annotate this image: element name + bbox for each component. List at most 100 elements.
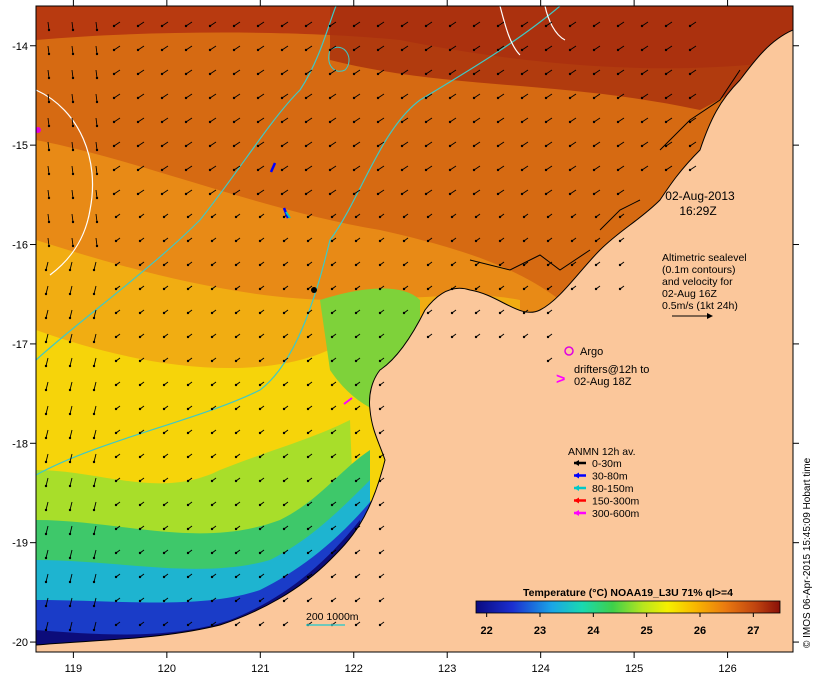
velocity-arrow bbox=[69, 285, 73, 295]
velocity-arrow-head bbox=[376, 144, 380, 148]
velocity-arrow bbox=[45, 621, 49, 631]
argo-legend-icon bbox=[564, 346, 574, 356]
velocity-arrow-head bbox=[258, 287, 262, 291]
velocity-arrow bbox=[593, 117, 601, 123]
velocity-arrow-head bbox=[234, 359, 238, 363]
velocity-arrow bbox=[93, 573, 97, 583]
velocity-arrow-head bbox=[280, 96, 284, 100]
velocity-arrow-head bbox=[92, 484, 96, 488]
velocity-arrow-head bbox=[616, 192, 620, 196]
velocity-arrow bbox=[257, 117, 265, 123]
velocity-arrow bbox=[281, 21, 289, 27]
velocity-arrow bbox=[93, 621, 97, 631]
velocity-arrow-head bbox=[402, 215, 406, 219]
velocity-arrow bbox=[257, 189, 265, 195]
velocity-arrow-head bbox=[44, 268, 48, 272]
velocity-arrow-head bbox=[376, 168, 380, 172]
velocity-arrow-head bbox=[71, 172, 75, 176]
velocity-arrow-head bbox=[330, 335, 334, 339]
velocity-arrow-head bbox=[378, 431, 382, 435]
altimetry-line-4: 02-Aug 16Z bbox=[662, 288, 717, 300]
velocity-arrow bbox=[45, 501, 49, 511]
velocity-arrow-head bbox=[160, 24, 164, 28]
velocity-arrow bbox=[137, 141, 145, 147]
velocity-arrow-head bbox=[160, 168, 164, 172]
velocity-arrow-head bbox=[232, 192, 236, 196]
velocity-arrow-head bbox=[234, 599, 238, 603]
velocity-arrow bbox=[377, 45, 385, 51]
velocity-arrow-head bbox=[306, 335, 310, 339]
velocity-arrow-head bbox=[330, 551, 334, 555]
velocity-arrow-head bbox=[378, 455, 382, 459]
velocity-arrow bbox=[521, 165, 529, 171]
velocity-arrow-head bbox=[256, 96, 260, 100]
velocity-arrow-head bbox=[448, 96, 452, 100]
velocity-arrow-head bbox=[114, 215, 118, 219]
velocity-arrow-head bbox=[354, 479, 358, 483]
isobath-1000m bbox=[36, 6, 337, 361]
velocity-arrow-head bbox=[544, 24, 548, 28]
velocity-arrow-head bbox=[592, 24, 596, 28]
velocity-arrow bbox=[665, 69, 673, 75]
velocity-arrow-head bbox=[688, 72, 692, 76]
velocity-arrow-head bbox=[400, 96, 404, 100]
velocity-arrow bbox=[281, 93, 289, 99]
velocity-arrow-head bbox=[138, 359, 142, 363]
velocity-arrow-head bbox=[186, 383, 190, 387]
velocity-arrow-head bbox=[186, 287, 190, 291]
velocity-arrow-head bbox=[544, 96, 548, 100]
velocity-arrow-head bbox=[664, 24, 668, 28]
velocity-arrow bbox=[617, 45, 625, 51]
velocity-arrow-head bbox=[546, 311, 550, 315]
velocity-arrow-head bbox=[522, 335, 526, 339]
velocity-arrow-head bbox=[592, 72, 596, 76]
velocity-arrow-head bbox=[114, 359, 118, 363]
velocity-arrow-head bbox=[162, 527, 166, 531]
velocity-arrow bbox=[209, 189, 217, 195]
velocity-arrow-head bbox=[402, 287, 406, 291]
velocity-arrow bbox=[233, 69, 241, 75]
velocity-arrow bbox=[93, 381, 97, 391]
velocity-arrow-head bbox=[95, 28, 99, 32]
velocity-arrow-head bbox=[256, 144, 260, 148]
drifter-track bbox=[343, 397, 353, 405]
velocity-arrow-head bbox=[71, 220, 75, 224]
velocity-arrow-head bbox=[256, 168, 260, 172]
velocity-arrow-head bbox=[95, 220, 99, 224]
velocity-arrow bbox=[401, 141, 409, 147]
lon-tick-label: 124 bbox=[531, 663, 549, 675]
velocity-arrow bbox=[45, 453, 49, 463]
velocity-arrow-head bbox=[306, 287, 310, 291]
velocity-arrow-head bbox=[210, 263, 214, 267]
lat-tick-label: -20 bbox=[12, 637, 28, 649]
velocity-arrow-head bbox=[162, 455, 166, 459]
velocity-arrow bbox=[329, 117, 337, 123]
velocity-arrow-head bbox=[280, 120, 284, 124]
velocity-arrow bbox=[71, 237, 74, 247]
velocity-arrow-head bbox=[354, 551, 358, 555]
date-label: 02-Aug-2013 bbox=[665, 189, 735, 203]
velocity-arrow bbox=[641, 165, 649, 171]
velocity-arrow bbox=[47, 141, 50, 151]
velocity-arrow bbox=[209, 69, 217, 75]
velocity-arrow-head bbox=[616, 144, 620, 148]
velocity-arrow bbox=[449, 117, 457, 123]
anmn-legend-arrowhead bbox=[574, 497, 579, 504]
velocity-arrow-head bbox=[92, 628, 96, 632]
argo-legend-label: Argo bbox=[580, 346, 603, 358]
velocity-arrow-head bbox=[68, 556, 72, 560]
velocity-arrow bbox=[593, 45, 601, 51]
velocity-arrow-head bbox=[400, 120, 404, 124]
velocity-arrow bbox=[71, 69, 74, 79]
velocity-arrow-head bbox=[138, 431, 142, 435]
velocity-arrow bbox=[545, 165, 553, 171]
velocity-arrow bbox=[71, 189, 74, 199]
velocity-arrow-head bbox=[546, 335, 550, 339]
velocity-arrow-head bbox=[112, 168, 116, 172]
velocity-arrow-head bbox=[234, 311, 238, 315]
velocity-arrow-head bbox=[282, 335, 286, 339]
velocity-arrow bbox=[257, 93, 265, 99]
velocity-arrow-head bbox=[258, 335, 262, 339]
velocity-arrow-head bbox=[184, 192, 188, 196]
velocity-arrow bbox=[689, 45, 697, 51]
